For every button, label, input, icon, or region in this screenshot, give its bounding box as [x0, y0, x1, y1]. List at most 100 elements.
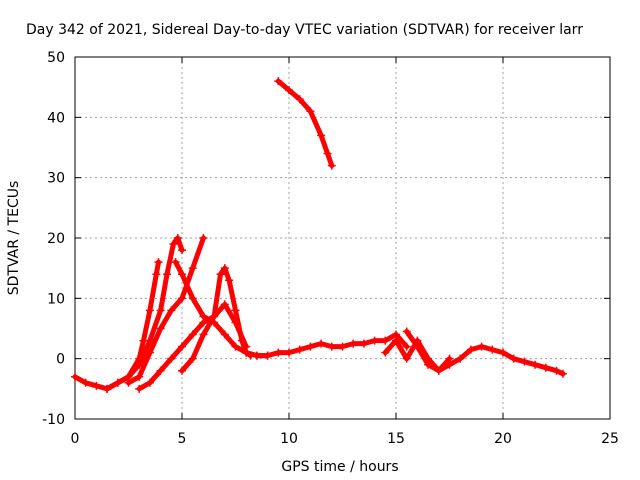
- y-tick-label: 20: [47, 231, 65, 247]
- data-point-marker: [231, 306, 240, 315]
- data-point-marker: [169, 240, 178, 249]
- data-point-marker: [156, 306, 165, 315]
- data-point-marker: [295, 345, 304, 354]
- data-point-marker: [402, 327, 411, 336]
- data-point-marker: [413, 342, 422, 351]
- series-line: [382, 338, 566, 377]
- data-point-marker: [220, 330, 229, 339]
- data-point-marker: [520, 357, 529, 366]
- data-point-marker: [274, 77, 283, 86]
- x-tick-label: 5: [178, 431, 187, 447]
- data-point-marker: [178, 366, 186, 375]
- y-axis-label: SDTVAR / TECUs: [6, 181, 22, 296]
- data-point-marker: [188, 330, 197, 339]
- data-point-marker: [156, 324, 165, 333]
- data-point-marker: [541, 363, 550, 372]
- data-point-marker: [178, 246, 186, 255]
- data-point-marker: [477, 342, 486, 351]
- x-tick-label: 10: [280, 431, 298, 447]
- data-point-marker: [381, 348, 390, 357]
- y-tick-label: 40: [47, 110, 65, 126]
- series-layer: [71, 77, 567, 393]
- data-point-marker: [349, 339, 358, 348]
- data-point-marker: [317, 131, 326, 140]
- data-point-marker: [327, 161, 336, 170]
- data-point-marker: [156, 366, 165, 375]
- data-point-marker: [225, 276, 234, 285]
- data-point-marker: [317, 339, 326, 348]
- data-point-marker: [113, 378, 122, 387]
- data-point-marker: [466, 345, 475, 354]
- data-point-marker: [135, 384, 144, 393]
- data-point-marker: [220, 264, 229, 273]
- data-point-marker: [323, 149, 332, 158]
- data-point-marker: [216, 270, 225, 279]
- data-point-marker: [402, 354, 411, 363]
- data-point-marker: [274, 348, 283, 357]
- series-track-3: [124, 234, 208, 387]
- data-point-marker: [199, 234, 208, 242]
- data-point-marker: [188, 264, 197, 273]
- series-line: [72, 259, 161, 392]
- data-point-marker: [381, 336, 390, 345]
- data-point-marker: [392, 336, 400, 345]
- data-point-marker: [445, 354, 454, 363]
- data-point-marker: [306, 342, 315, 351]
- data-point-marker: [171, 258, 180, 267]
- data-point-marker: [295, 95, 304, 104]
- series-track-9: [402, 327, 454, 375]
- data-point-marker: [509, 354, 518, 363]
- y-tick-label: -10: [42, 412, 65, 428]
- data-point-marker: [103, 384, 112, 393]
- data-point-marker: [210, 312, 219, 321]
- series-line: [104, 235, 185, 392]
- data-point-marker: [456, 354, 465, 363]
- series-line: [243, 332, 410, 359]
- y-tick-label: 0: [56, 352, 65, 368]
- series-track-10: [274, 77, 336, 170]
- data-point-marker: [338, 342, 347, 351]
- data-point-marker: [252, 351, 261, 360]
- x-tick-label: 0: [71, 431, 80, 447]
- y-tick-label: 10: [47, 291, 65, 307]
- data-point-marker: [178, 294, 186, 303]
- data-point-marker: [154, 258, 163, 267]
- series-track-2: [103, 234, 186, 393]
- data-point-marker: [173, 234, 182, 242]
- y-tick-label: 30: [47, 171, 65, 187]
- data-point-marker: [285, 86, 293, 95]
- data-point-marker: [71, 372, 79, 381]
- tick-layer: 0 5 10 15 20 25 -10 0 10 20 30 40 50: [42, 50, 619, 447]
- data-point-marker: [531, 360, 540, 369]
- data-point-marker: [552, 366, 561, 375]
- x-tick-label: 20: [494, 431, 512, 447]
- data-point-marker: [231, 318, 240, 327]
- data-point-marker: [488, 345, 497, 354]
- data-point-marker: [220, 300, 229, 309]
- data-point-marker: [152, 270, 161, 279]
- data-point-marker: [163, 270, 172, 279]
- data-point-marker: [231, 342, 240, 351]
- data-point-marker: [499, 348, 507, 357]
- data-point-marker: [424, 360, 433, 369]
- data-point-marker: [199, 312, 208, 321]
- data-point-marker: [327, 342, 336, 351]
- data-point-marker: [92, 381, 101, 390]
- series-track-8: [381, 336, 567, 378]
- data-point-marker: [558, 369, 567, 378]
- series-track-1: [71, 258, 163, 393]
- data-point-marker: [188, 294, 197, 303]
- series-track-7: [242, 330, 411, 360]
- data-point-marker: [145, 306, 154, 315]
- data-point-marker: [81, 378, 90, 387]
- data-point-marker: [263, 351, 272, 360]
- chart-title: Day 342 of 2021, Sidereal Day-to-day VTE…: [26, 22, 583, 38]
- data-point-marker: [188, 354, 197, 363]
- data-point-marker: [402, 342, 411, 351]
- data-point-marker: [124, 378, 133, 387]
- x-tick-label: 15: [387, 431, 405, 447]
- y-tick-label: 50: [47, 50, 65, 66]
- data-point-marker: [135, 372, 144, 381]
